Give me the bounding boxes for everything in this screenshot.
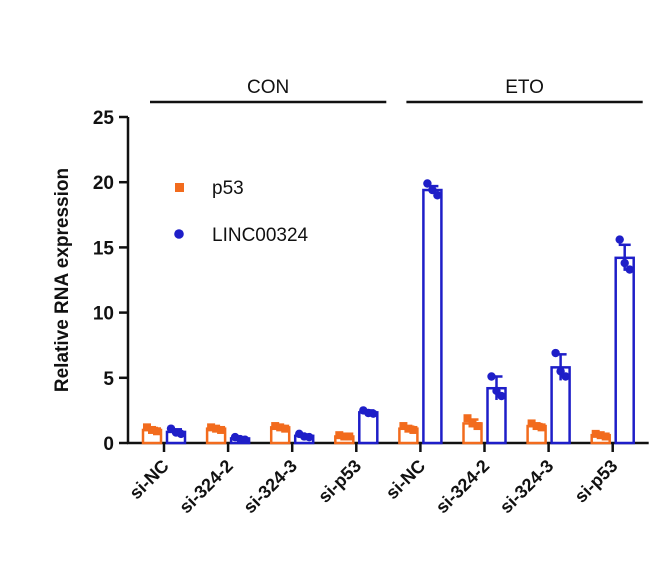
point-p53 (217, 425, 226, 434)
point-p53 (340, 432, 349, 441)
legend-marker-p53 (175, 183, 184, 192)
x-tick-label: si-NC (125, 456, 172, 503)
point-linc00324 (428, 185, 437, 195)
group-label-eto: ETO (505, 77, 544, 98)
point-linc00324 (625, 265, 634, 274)
x-tick-label: si-p53 (571, 456, 622, 507)
point-linc00324 (551, 348, 560, 358)
bar-linc00324-4 (422, 188, 443, 445)
point-p53 (148, 425, 156, 434)
point-p53 (463, 414, 472, 423)
point-p53 (601, 432, 610, 441)
x-tick-label: si-324-3 (239, 456, 301, 518)
y-tick-label: 5 (103, 369, 114, 390)
point-linc00324 (240, 435, 250, 444)
x-tick-label: si-324-2 (175, 456, 237, 518)
group-label-con: CON (247, 77, 289, 98)
x-tick-label: si-NC (382, 456, 429, 503)
point-p53 (591, 429, 600, 438)
legend-label-linc00324: LINC00324 (212, 225, 309, 246)
legend-label-p53: p53 (212, 178, 244, 199)
y-axis-title: Relative RNA expression (52, 168, 73, 392)
point-p53 (596, 431, 605, 440)
point-p53 (281, 424, 290, 433)
point-p53 (207, 423, 216, 432)
point-p53 (345, 432, 354, 441)
point-p53 (409, 425, 418, 434)
point-linc00324 (615, 235, 624, 244)
point-p53 (473, 422, 482, 431)
point-linc00324 (433, 191, 442, 200)
point-p53 (537, 423, 546, 432)
y-tick-label: 0 (103, 434, 114, 455)
point-p53 (532, 422, 541, 431)
point-linc00324 (176, 429, 186, 439)
point-p53 (271, 422, 280, 431)
group-brackets: CON ETO (150, 77, 643, 104)
point-p53 (527, 419, 536, 428)
y-axis: 0 5 10 15 20 25 (93, 108, 130, 455)
point-linc00324 (492, 386, 501, 396)
point-linc00324 (620, 258, 629, 268)
point-p53 (212, 424, 221, 433)
point-p53 (143, 423, 151, 432)
y-tick-label: 15 (93, 238, 115, 259)
legend: p53 LINC00324 (174, 178, 309, 246)
point-p53 (468, 419, 477, 428)
data-points (143, 179, 634, 444)
x-tick-label: si-324-2 (432, 456, 494, 518)
point-linc00324 (487, 372, 496, 381)
point-linc00324 (556, 367, 565, 376)
legend-marker-linc00324 (174, 229, 184, 239)
point-linc00324 (423, 179, 432, 188)
x-tick-label: si-p53 (314, 456, 365, 507)
point-p53 (404, 424, 413, 433)
point-linc00324 (561, 372, 570, 381)
point-p53 (276, 423, 285, 432)
x-axis: si-NC si-324-2 si-324-3 si-p53 si-NC si-324-2… (125, 441, 649, 518)
y-tick-label: 25 (93, 108, 115, 129)
point-p53 (335, 431, 344, 440)
bar-linc00324-7 (614, 256, 635, 445)
y-tick-label: 10 (93, 304, 114, 325)
point-linc00324 (369, 409, 378, 418)
point-p53 (399, 422, 408, 431)
x-tick-label: si-324-3 (496, 456, 558, 518)
y-tick-label: 20 (93, 173, 114, 194)
point-linc00324 (305, 432, 314, 442)
point-linc00324 (497, 391, 506, 401)
point-p53 (153, 427, 161, 436)
